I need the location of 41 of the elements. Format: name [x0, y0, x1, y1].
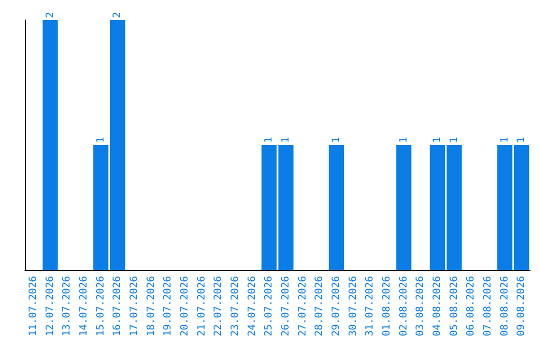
data-label: 1: [398, 136, 410, 143]
x-tick-label: 18.07.2026: [146, 276, 157, 336]
x-tick-label: 26.07.2026: [280, 276, 292, 336]
x-tick-label: 24.07.2026: [246, 276, 258, 336]
data-label: 1: [330, 136, 342, 143]
x-tick-label: 17.07.2026: [128, 276, 140, 336]
data-label: 1: [95, 136, 106, 143]
data-label: 1: [499, 136, 510, 143]
x-tick-label: 03.08.2026: [415, 276, 426, 336]
data-label: 1: [516, 136, 528, 143]
x-tick-label: 25.07.2026: [264, 276, 275, 336]
x-tick-label: 20.07.2026: [179, 276, 190, 336]
x-tick-label: 29.07.2026: [330, 276, 342, 336]
x-tick-label: 05.08.2026: [448, 276, 460, 336]
x-tick-label: 01.08.2026: [381, 276, 392, 336]
x-tick-label: 14.07.2026: [78, 276, 90, 336]
x-tick-label: 08.08.2026: [499, 276, 510, 336]
x-tick-label: 06.08.2026: [466, 276, 477, 336]
data-label: 1: [264, 136, 275, 143]
x-tick-label: 12.07.2026: [44, 276, 56, 336]
x-tick-label: 19.07.2026: [162, 276, 174, 336]
x-tick-label: 28.07.2026: [314, 276, 326, 336]
data-label: 1: [432, 136, 443, 143]
x-tick-label: 09.08.2026: [516, 276, 528, 336]
x-tick-label: 31.07.2026: [364, 276, 376, 336]
data-label: 2: [112, 12, 124, 18]
x-tick-label: 23.07.2026: [230, 276, 241, 336]
data-label: 1: [448, 136, 460, 143]
data-label: 2: [44, 12, 56, 18]
x-tick-label: 27.07.2026: [297, 276, 308, 336]
x-tick-label: 16.07.2026: [112, 276, 124, 336]
data-label: 1: [280, 136, 292, 143]
x-tick-label: 07.08.2026: [482, 276, 494, 336]
x-tick-label: 13.07.2026: [62, 276, 73, 336]
x-tick-label: 11.07.2026: [28, 276, 39, 336]
x-tick-label: 22.07.2026: [213, 276, 224, 336]
x-tick-label: 02.08.2026: [398, 276, 410, 336]
x-tick-label: 04.08.2026: [432, 276, 443, 336]
x-tick-label: 30.07.2026: [348, 276, 359, 336]
x-tick-label: 15.07.2026: [95, 276, 106, 336]
x-tick-label: 21.07.2026: [196, 276, 208, 336]
